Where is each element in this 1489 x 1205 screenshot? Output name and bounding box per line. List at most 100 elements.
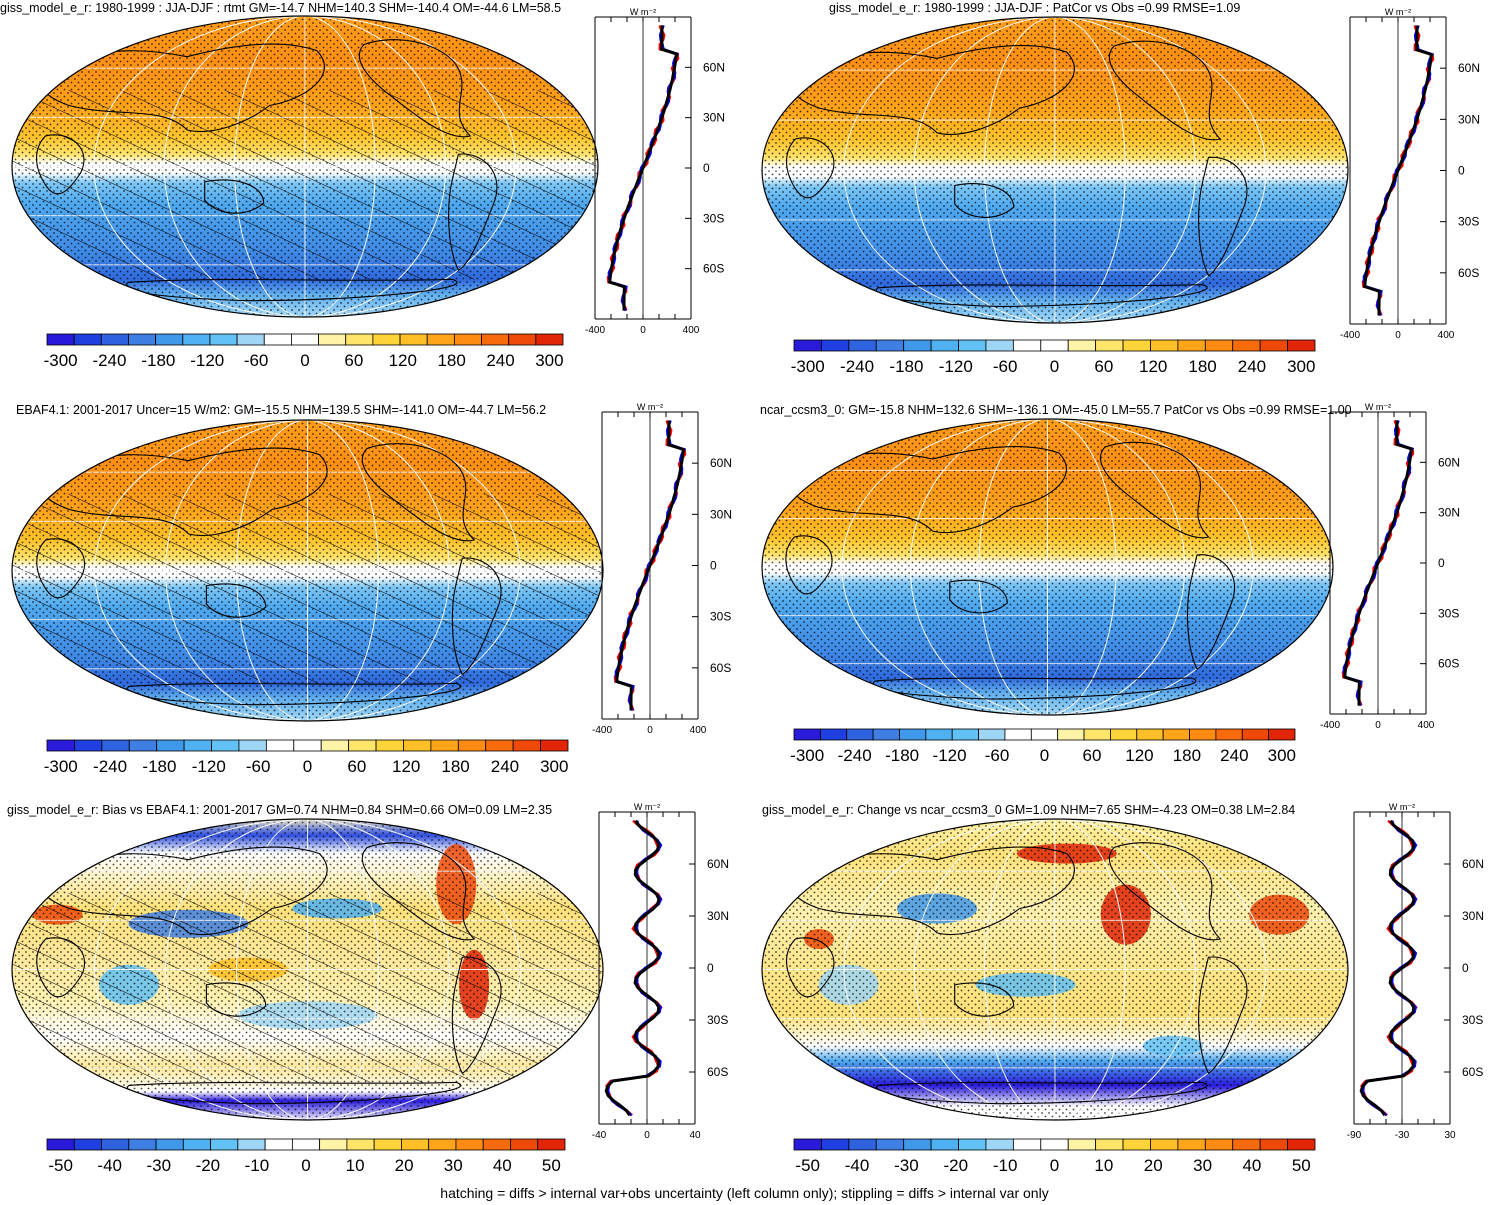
colorbar-tick-label: 120	[1139, 357, 1167, 376]
colorbar-swatch	[318, 333, 347, 346]
colorbar-tick-label: -60	[993, 357, 1018, 376]
svg-text:400: 400	[683, 325, 700, 336]
colorbar-swatch	[155, 333, 184, 346]
colorbar-swatch	[46, 739, 75, 752]
colorbar-tick-label: 240	[1220, 746, 1248, 765]
colorbar-swatch	[1232, 1138, 1261, 1151]
colorbar-swatch	[238, 739, 267, 752]
colorbar-swatch	[1095, 339, 1124, 352]
colorbar-swatch	[457, 739, 487, 752]
colorbar-swatch	[930, 339, 959, 352]
colorbar-swatch	[1268, 728, 1296, 741]
colorbar-tick-label: -120	[190, 351, 224, 370]
colorbar-tick-label: 40	[1242, 1156, 1261, 1175]
colorbar-tick-label: -50	[48, 1156, 73, 1175]
colorbar-swatch	[848, 1138, 877, 1151]
colorbar-tick-label: 0	[301, 1156, 310, 1175]
colorbar-tick-label: 0	[1040, 746, 1049, 765]
svg-text:60S: 60S	[710, 661, 731, 675]
colorbar-tick-label: -240	[93, 757, 127, 776]
colorbar-swatch	[183, 739, 212, 752]
colorbar-tick-label: -240	[838, 746, 872, 765]
colorbar-swatch	[510, 1138, 539, 1151]
colorbar-swatch	[951, 728, 979, 741]
colorbar-swatch	[128, 333, 157, 346]
svg-text:0: 0	[1462, 961, 1469, 975]
svg-text:60N: 60N	[710, 456, 732, 470]
colorbar-tick-label: 0	[300, 351, 309, 370]
colorbar-swatch	[156, 739, 185, 752]
colorbar-swatch	[319, 1138, 348, 1151]
svg-text:W m⁻²: W m⁻²	[1365, 402, 1391, 412]
colorbar-swatch	[1162, 728, 1190, 741]
colorbar-swatch	[1122, 1138, 1151, 1151]
colorbar-tick-label: 20	[1144, 1156, 1163, 1175]
colorbar-tick-label: 50	[542, 1156, 561, 1175]
colorbar-swatch	[399, 333, 428, 346]
colorbar-tick-label: 180	[437, 351, 465, 370]
colorbar-swatch	[985, 339, 1014, 352]
colorbar-swatch	[375, 739, 404, 752]
colorbar-swatch	[958, 1138, 987, 1151]
svg-text:60N: 60N	[1462, 857, 1484, 871]
colorbar-swatch	[1122, 339, 1151, 352]
colorbar-swatch	[958, 339, 987, 352]
map-panel-6	[761, 818, 1349, 1121]
colorbar-swatch	[345, 333, 374, 346]
map-panel-3	[11, 419, 604, 722]
svg-text:30S: 30S	[1438, 606, 1459, 620]
colorbar-swatch	[540, 739, 569, 752]
svg-text:0: 0	[710, 559, 717, 573]
colorbar-tick-label: 50	[1292, 1156, 1311, 1175]
colorbar-swatch	[512, 739, 541, 752]
colorbar-swatch	[793, 1138, 822, 1151]
svg-text:-400: -400	[1320, 720, 1340, 731]
colorbar-5: -50 -40 -30 -20 -10 0 10 20 30 40 50	[46, 1138, 566, 1175]
colorbar-swatch	[101, 739, 130, 752]
colorbar-tick-label: -300	[44, 757, 78, 776]
colorbar-swatch	[210, 1138, 239, 1151]
colorbar-swatch	[346, 1138, 375, 1151]
colorbar-tick-label: 240	[491, 757, 519, 776]
colorbar-swatch	[1177, 339, 1206, 352]
svg-text:0: 0	[1375, 720, 1381, 731]
svg-text:0: 0	[647, 725, 653, 736]
colorbar-swatch	[793, 339, 822, 352]
colorbar-swatch	[846, 728, 874, 741]
colorbar-swatch	[1259, 1138, 1288, 1151]
colorbar-swatch	[372, 333, 401, 346]
colorbar-swatch	[481, 333, 510, 346]
zonal-profile-1: W m⁻² 60N 30N 0 30S 60S -400 0 400	[585, 7, 725, 336]
colorbar-swatch	[1204, 339, 1234, 352]
svg-text:-400: -400	[585, 325, 605, 336]
svg-text:30N: 30N	[1438, 506, 1460, 520]
svg-text:400: 400	[1418, 720, 1435, 731]
svg-text:30N: 30N	[703, 111, 725, 125]
colorbar-swatch	[903, 1138, 932, 1151]
colorbar-swatch	[482, 1138, 511, 1151]
colorbar-tick-label: 0	[1050, 1156, 1059, 1175]
colorbar-swatch	[821, 339, 850, 352]
colorbar-tick-label: -20	[196, 1156, 221, 1175]
svg-text:W m⁻²: W m⁻²	[630, 7, 656, 17]
panel-title-4: ncar_ccsm3_0: GM=-15.8 NHM=132.6 SHM=-13…	[760, 403, 1352, 417]
svg-text:0: 0	[640, 325, 646, 336]
colorbar-swatch	[875, 339, 905, 352]
colorbar-swatch	[1287, 1138, 1316, 1151]
colorbar-tick-label: -50	[795, 1156, 820, 1175]
colorbar-swatch	[1004, 728, 1032, 741]
colorbar-tick-label: 60	[344, 351, 363, 370]
colorbar-tick-label: 120	[1125, 746, 1153, 765]
colorbar-swatch	[930, 1138, 959, 1151]
colorbar-swatch	[1067, 1138, 1097, 1151]
colorbar-swatch	[1232, 339, 1261, 352]
colorbar-swatch	[263, 333, 292, 346]
colorbar-tick-label: 20	[395, 1156, 414, 1175]
colorbar-tick-label: -240	[840, 357, 874, 376]
svg-text:30N: 30N	[710, 507, 732, 521]
svg-text:30N: 30N	[707, 909, 729, 923]
colorbar-swatch	[978, 728, 1006, 741]
colorbar-tick-label: 40	[493, 1156, 512, 1175]
colorbar-swatch	[899, 728, 927, 741]
colorbar-tick-label: -30	[146, 1156, 171, 1175]
